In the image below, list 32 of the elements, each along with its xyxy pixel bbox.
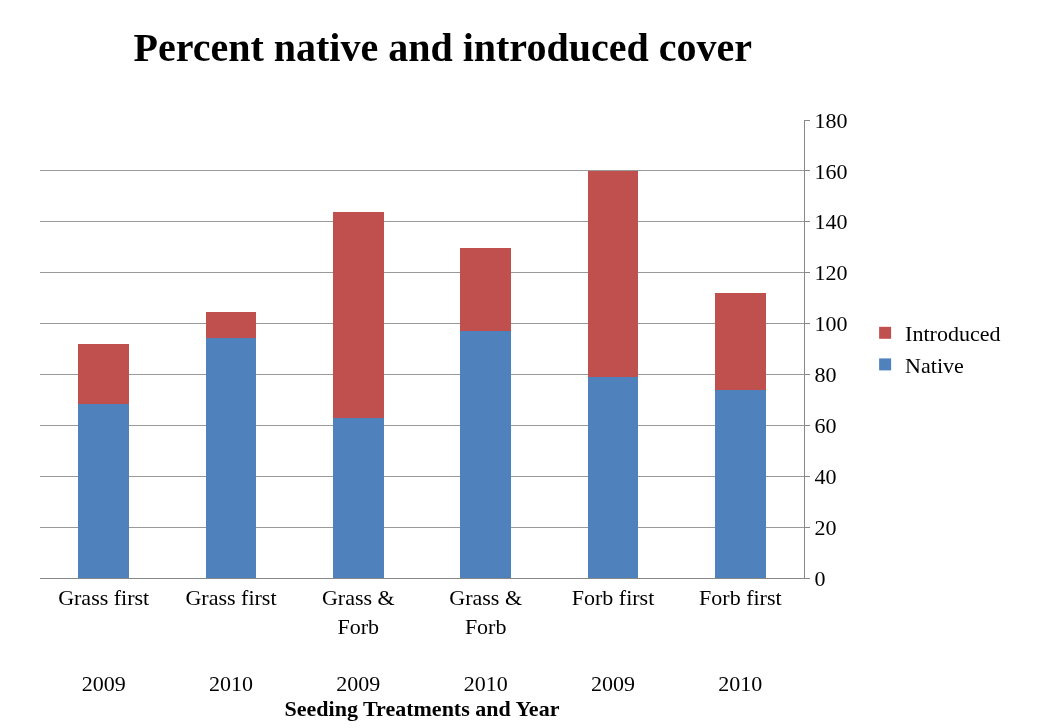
y-tick-label: 60 [814,413,837,439]
y-tick-label: 100 [814,311,848,337]
bar [587,170,639,377]
bar [78,403,130,578]
category-label: Grass first 2009 [58,585,150,697]
bar [587,376,639,578]
category-label: Forb first 2010 [699,585,782,697]
legend-label: Introduced [905,321,1001,347]
category-label: Grass & Forb 2010 [449,585,523,697]
bar [714,293,766,390]
chart-title: Percent native and introduced cover [133,24,752,70]
y-tick-label: 0 [814,565,826,591]
bar [460,248,512,331]
bar [460,330,512,578]
bar [332,417,384,578]
y-tick-label: 80 [814,362,837,388]
y-tick-label: 180 [814,107,848,133]
bar [205,337,257,578]
bar [714,389,766,578]
y-tick-label: 140 [814,209,848,235]
y-tick-label: 160 [814,158,848,184]
legend-label: Native [905,352,964,378]
bar [78,343,130,404]
y-tick-label: 120 [814,260,848,286]
category-label: Grass first 2010 [185,585,277,697]
y-tick-label: 20 [814,514,837,540]
category-label: Grass & Forb 2009 [321,585,395,697]
x-axis-title: Seeding Treatments and Year [284,696,560,722]
bar [332,212,384,418]
y-tick-label: 40 [814,463,837,489]
bar [205,311,257,338]
category-label: Forb first 2009 [571,585,655,697]
